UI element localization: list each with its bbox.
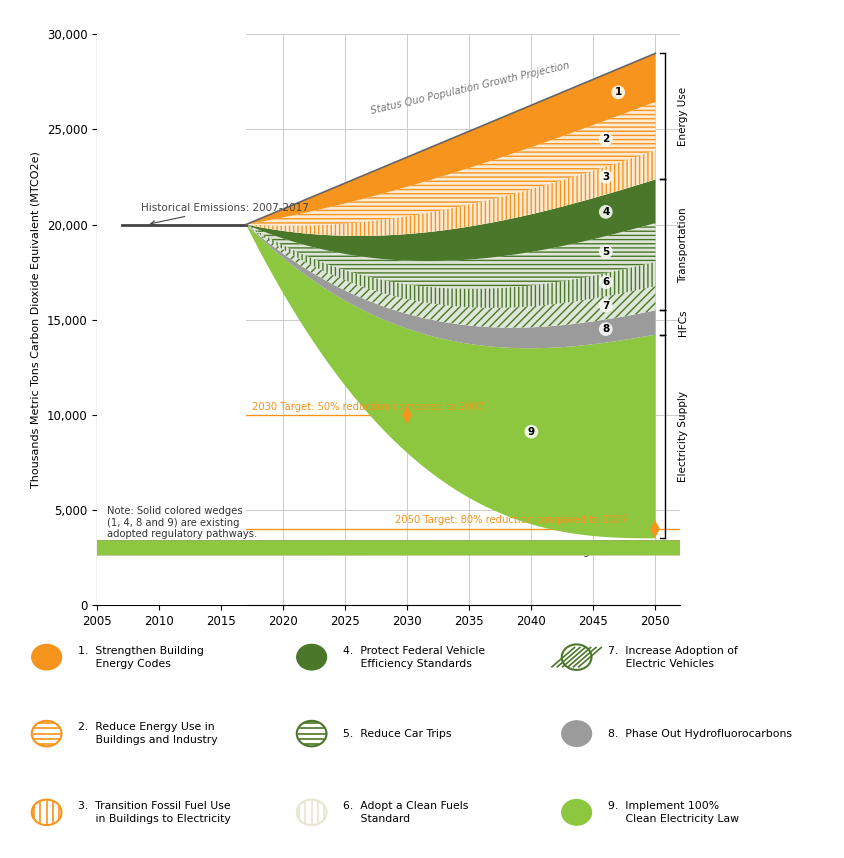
Polygon shape [246,53,655,225]
Text: HFCs: HFCs [677,309,687,335]
Text: 9: 9 [528,426,534,437]
Text: 3: 3 [602,172,609,182]
Circle shape [32,644,62,670]
Polygon shape [246,225,655,308]
Text: 8.  Phase Out Hydrofluorocarbons: 8. Phase Out Hydrofluorocarbons [607,728,791,739]
Text: 4: 4 [602,207,609,217]
Text: 2050 Target: 80% reduction compared to 2007: 2050 Target: 80% reduction compared to 2… [394,515,626,525]
Text: 7.  Increase Adoption of
     Electric Vehicles: 7. Increase Adoption of Electric Vehicle… [607,645,737,668]
Circle shape [561,721,591,746]
Text: 3.  Transition Fossil Fuel Use
     in Buildings to Electricity: 3. Transition Fossil Fuel Use in Buildin… [78,801,230,824]
Text: 6: 6 [602,277,609,287]
Polygon shape [246,179,655,261]
Polygon shape [246,223,655,289]
Circle shape [32,800,62,825]
Text: Historical Emissions: 2007-2017: Historical Emissions: 2007-2017 [140,203,308,225]
Polygon shape [246,102,655,226]
Y-axis label: Thousands Metric Tons Carbon Dioxide Equivalent (MTCO2e): Thousands Metric Tons Carbon Dioxide Equ… [31,151,41,488]
Circle shape [561,644,591,670]
Polygon shape [246,225,655,348]
Circle shape [0,541,844,554]
Polygon shape [246,225,655,328]
Text: 1.  Strengthen Building
     Energy Codes: 1. Strengthen Building Energy Codes [78,645,203,668]
Polygon shape [97,15,246,605]
Text: Electricity Supply: Electricity Supply [677,391,687,482]
Text: 1: 1 [614,88,621,97]
Circle shape [296,800,326,825]
Polygon shape [246,150,655,236]
Circle shape [0,541,844,554]
Text: Remaining GHG Emissions: Remaining GHG Emissions [537,547,666,558]
Text: Energy Use: Energy Use [677,87,687,146]
Text: 2: 2 [602,134,609,144]
Polygon shape [246,225,655,538]
Circle shape [296,644,326,670]
Circle shape [0,541,844,554]
Text: 2030 Target: 50% reduction compared to 2007: 2030 Target: 50% reduction compared to 2… [252,402,484,412]
Polygon shape [246,102,655,226]
Text: 9.  Implement 100%
     Clean Electricity Law: 9. Implement 100% Clean Electricity Law [607,801,738,824]
Text: 5: 5 [602,247,609,257]
Text: Transportation: Transportation [677,207,687,283]
Polygon shape [246,225,655,308]
Circle shape [561,800,591,825]
Text: 4.  Protect Federal Vehicle
     Efficiency Standards: 4. Protect Federal Vehicle Efficiency St… [343,645,484,668]
Polygon shape [246,223,655,289]
Circle shape [0,541,844,554]
Text: 6.  Adopt a Clean Fuels
     Standard: 6. Adopt a Clean Fuels Standard [343,801,468,824]
Text: 7: 7 [602,300,609,311]
Text: 8: 8 [602,324,609,334]
Polygon shape [246,225,655,328]
Circle shape [32,721,62,746]
Polygon shape [246,150,655,236]
Circle shape [296,721,326,746]
Text: 5.  Reduce Car Trips: 5. Reduce Car Trips [343,728,451,739]
Text: Note: Solid colored wedges
(1, 4, 8 and 9) are existing
adopted regulatory pathw: Note: Solid colored wedges (1, 4, 8 and … [107,506,257,539]
Text: Status Quo Population Growth Projection: Status Quo Population Growth Projection [370,61,571,116]
Text: 2.  Reduce Energy Use in
     Buildings and Industry: 2. Reduce Energy Use in Buildings and In… [78,722,217,746]
